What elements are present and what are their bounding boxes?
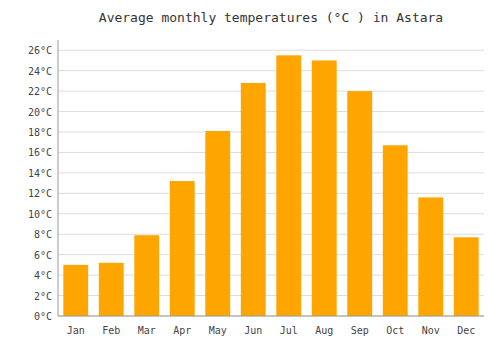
grid-line bbox=[58, 316, 484, 317]
y-axis: 0°C 2°C 4°C 6°C 8°C 10°C 12°C 14°C 16°C 18°C 20°C 2… bbox=[28, 40, 58, 322]
y-axis-line bbox=[58, 40, 59, 316]
bar bbox=[63, 265, 88, 316]
y-tick-label: 22°C bbox=[28, 86, 52, 97]
bar bbox=[347, 91, 372, 316]
grid-line bbox=[58, 193, 484, 194]
grid-line bbox=[58, 70, 484, 71]
bar bbox=[418, 197, 443, 316]
y-tick-label: 18°C bbox=[28, 127, 52, 138]
grid-line bbox=[58, 50, 484, 51]
bar bbox=[276, 55, 301, 316]
y-tick-label: 8°C bbox=[34, 229, 52, 240]
chart: Average monthly temperatures (°C ) in As… bbox=[0, 0, 500, 350]
grid-line bbox=[58, 132, 484, 133]
x-tick-label: Oct bbox=[386, 325, 404, 336]
x-tick-label: Dec bbox=[457, 325, 475, 336]
grid-line bbox=[58, 172, 484, 173]
grid-line bbox=[58, 91, 484, 92]
y-tick-label: 16°C bbox=[28, 147, 52, 158]
x-tick-label: Aug bbox=[315, 325, 333, 336]
grid bbox=[58, 50, 484, 316]
y-tick-label: 4°C bbox=[34, 270, 52, 281]
y-tick-label: 2°C bbox=[34, 291, 52, 302]
chart-container: Average monthly temperatures (°C ) in As… bbox=[0, 0, 500, 350]
bar bbox=[205, 131, 230, 316]
x-tick-label: Jan bbox=[67, 325, 85, 336]
x-tick-label: May bbox=[209, 325, 227, 336]
y-tick-label: 14°C bbox=[28, 168, 52, 179]
x-tick-label: Feb bbox=[102, 325, 120, 336]
x-tick-label: Jul bbox=[280, 325, 298, 336]
x-tick-label: Jun bbox=[244, 325, 262, 336]
y-tick-label: 12°C bbox=[28, 188, 52, 199]
bar bbox=[383, 145, 408, 316]
bar bbox=[99, 263, 124, 316]
bar bbox=[170, 181, 195, 316]
title: Average monthly temperatures (°C ) in As… bbox=[99, 10, 443, 25]
y-tick-label: 26°C bbox=[28, 45, 52, 56]
bar bbox=[241, 83, 266, 316]
y-tick-label: 24°C bbox=[28, 66, 52, 77]
y-tick-label: 20°C bbox=[28, 107, 52, 118]
y-tick-label: 10°C bbox=[28, 209, 52, 220]
y-tick-label: 0°C bbox=[34, 311, 52, 322]
grid-line bbox=[58, 152, 484, 153]
bar bbox=[312, 60, 337, 316]
x-tick-label: Mar bbox=[138, 325, 156, 336]
x-tick-label: Sep bbox=[351, 325, 369, 336]
x-tick-label: Apr bbox=[173, 325, 191, 336]
x-axis-line bbox=[58, 316, 484, 317]
bar bbox=[134, 235, 159, 316]
x-tick-label: Nov bbox=[422, 325, 440, 336]
grid-line bbox=[58, 111, 484, 112]
x-axis: Jan Feb Mar Apr May Jun Jul Aug Sep Oct Nov Dec bbox=[58, 316, 484, 336]
bar bbox=[454, 237, 479, 316]
y-tick-label: 6°C bbox=[34, 250, 52, 261]
bars bbox=[63, 55, 478, 316]
